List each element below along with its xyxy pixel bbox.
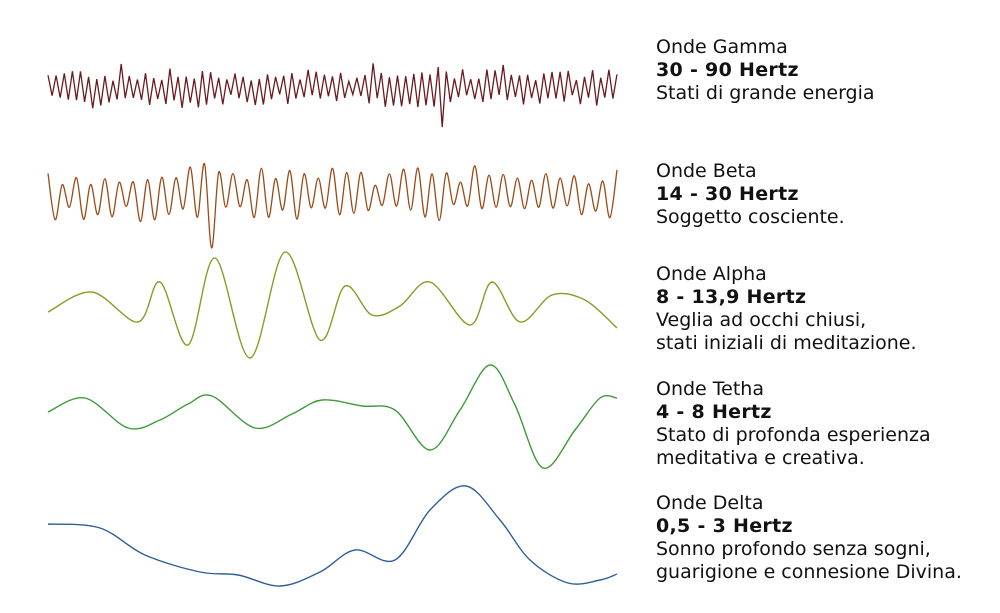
brainwave-diagram	[47, 63, 618, 587]
theta-name: Onde Tetha	[656, 378, 764, 400]
alpha-frequency: 8 - 13,9 Hertz	[656, 286, 807, 308]
alpha-description-line-2: stati iniziali di meditazione.	[656, 332, 917, 354]
delta-frequency: 0,5 - 3 Hertz	[656, 515, 793, 537]
beta-frequency: 14 - 30 Hertz	[656, 183, 799, 205]
gamma-description: Stati di grande energia	[656, 82, 875, 104]
gamma-wave	[47, 63, 618, 128]
delta-name: Onde Delta	[656, 492, 764, 514]
theta-wave	[47, 364, 618, 469]
alpha-wave	[47, 251, 618, 359]
alpha-caption: Onde Alpha 8 - 13,9 Hertz Veglia ad occh…	[656, 263, 996, 355]
beta-wave	[47, 163, 618, 249]
delta-description-line-2: guarigione e connesione Divina.	[656, 561, 962, 583]
theta-description-line-1: Stato di profonda esperienza	[656, 424, 931, 446]
theta-description-line-2: meditativa e creativa.	[656, 447, 865, 469]
beta-caption: Onde Beta 14 - 30 Hertz Soggetto coscien…	[656, 160, 996, 229]
delta-caption: Onde Delta 0,5 - 3 Hertz Sonno profondo …	[656, 492, 996, 584]
gamma-name: Onde Gamma	[656, 36, 788, 58]
gamma-frequency: 30 - 90 Hertz	[656, 59, 799, 81]
beta-description: Soggetto cosciente.	[656, 206, 845, 228]
delta-description-line-1: Sonno profondo senza sogni,	[656, 538, 931, 560]
theta-frequency: 4 - 8 Hertz	[656, 401, 772, 423]
theta-caption: Onde Tetha 4 - 8 Hertz Stato di profonda…	[656, 378, 996, 470]
beta-name: Onde Beta	[656, 160, 757, 182]
gamma-caption: Onde Gamma 30 - 90 Hertz Stati di grande…	[656, 36, 996, 105]
alpha-name: Onde Alpha	[656, 263, 767, 285]
alpha-description-line-1: Veglia ad occhi chiusi,	[656, 309, 867, 331]
delta-wave	[47, 485, 618, 587]
